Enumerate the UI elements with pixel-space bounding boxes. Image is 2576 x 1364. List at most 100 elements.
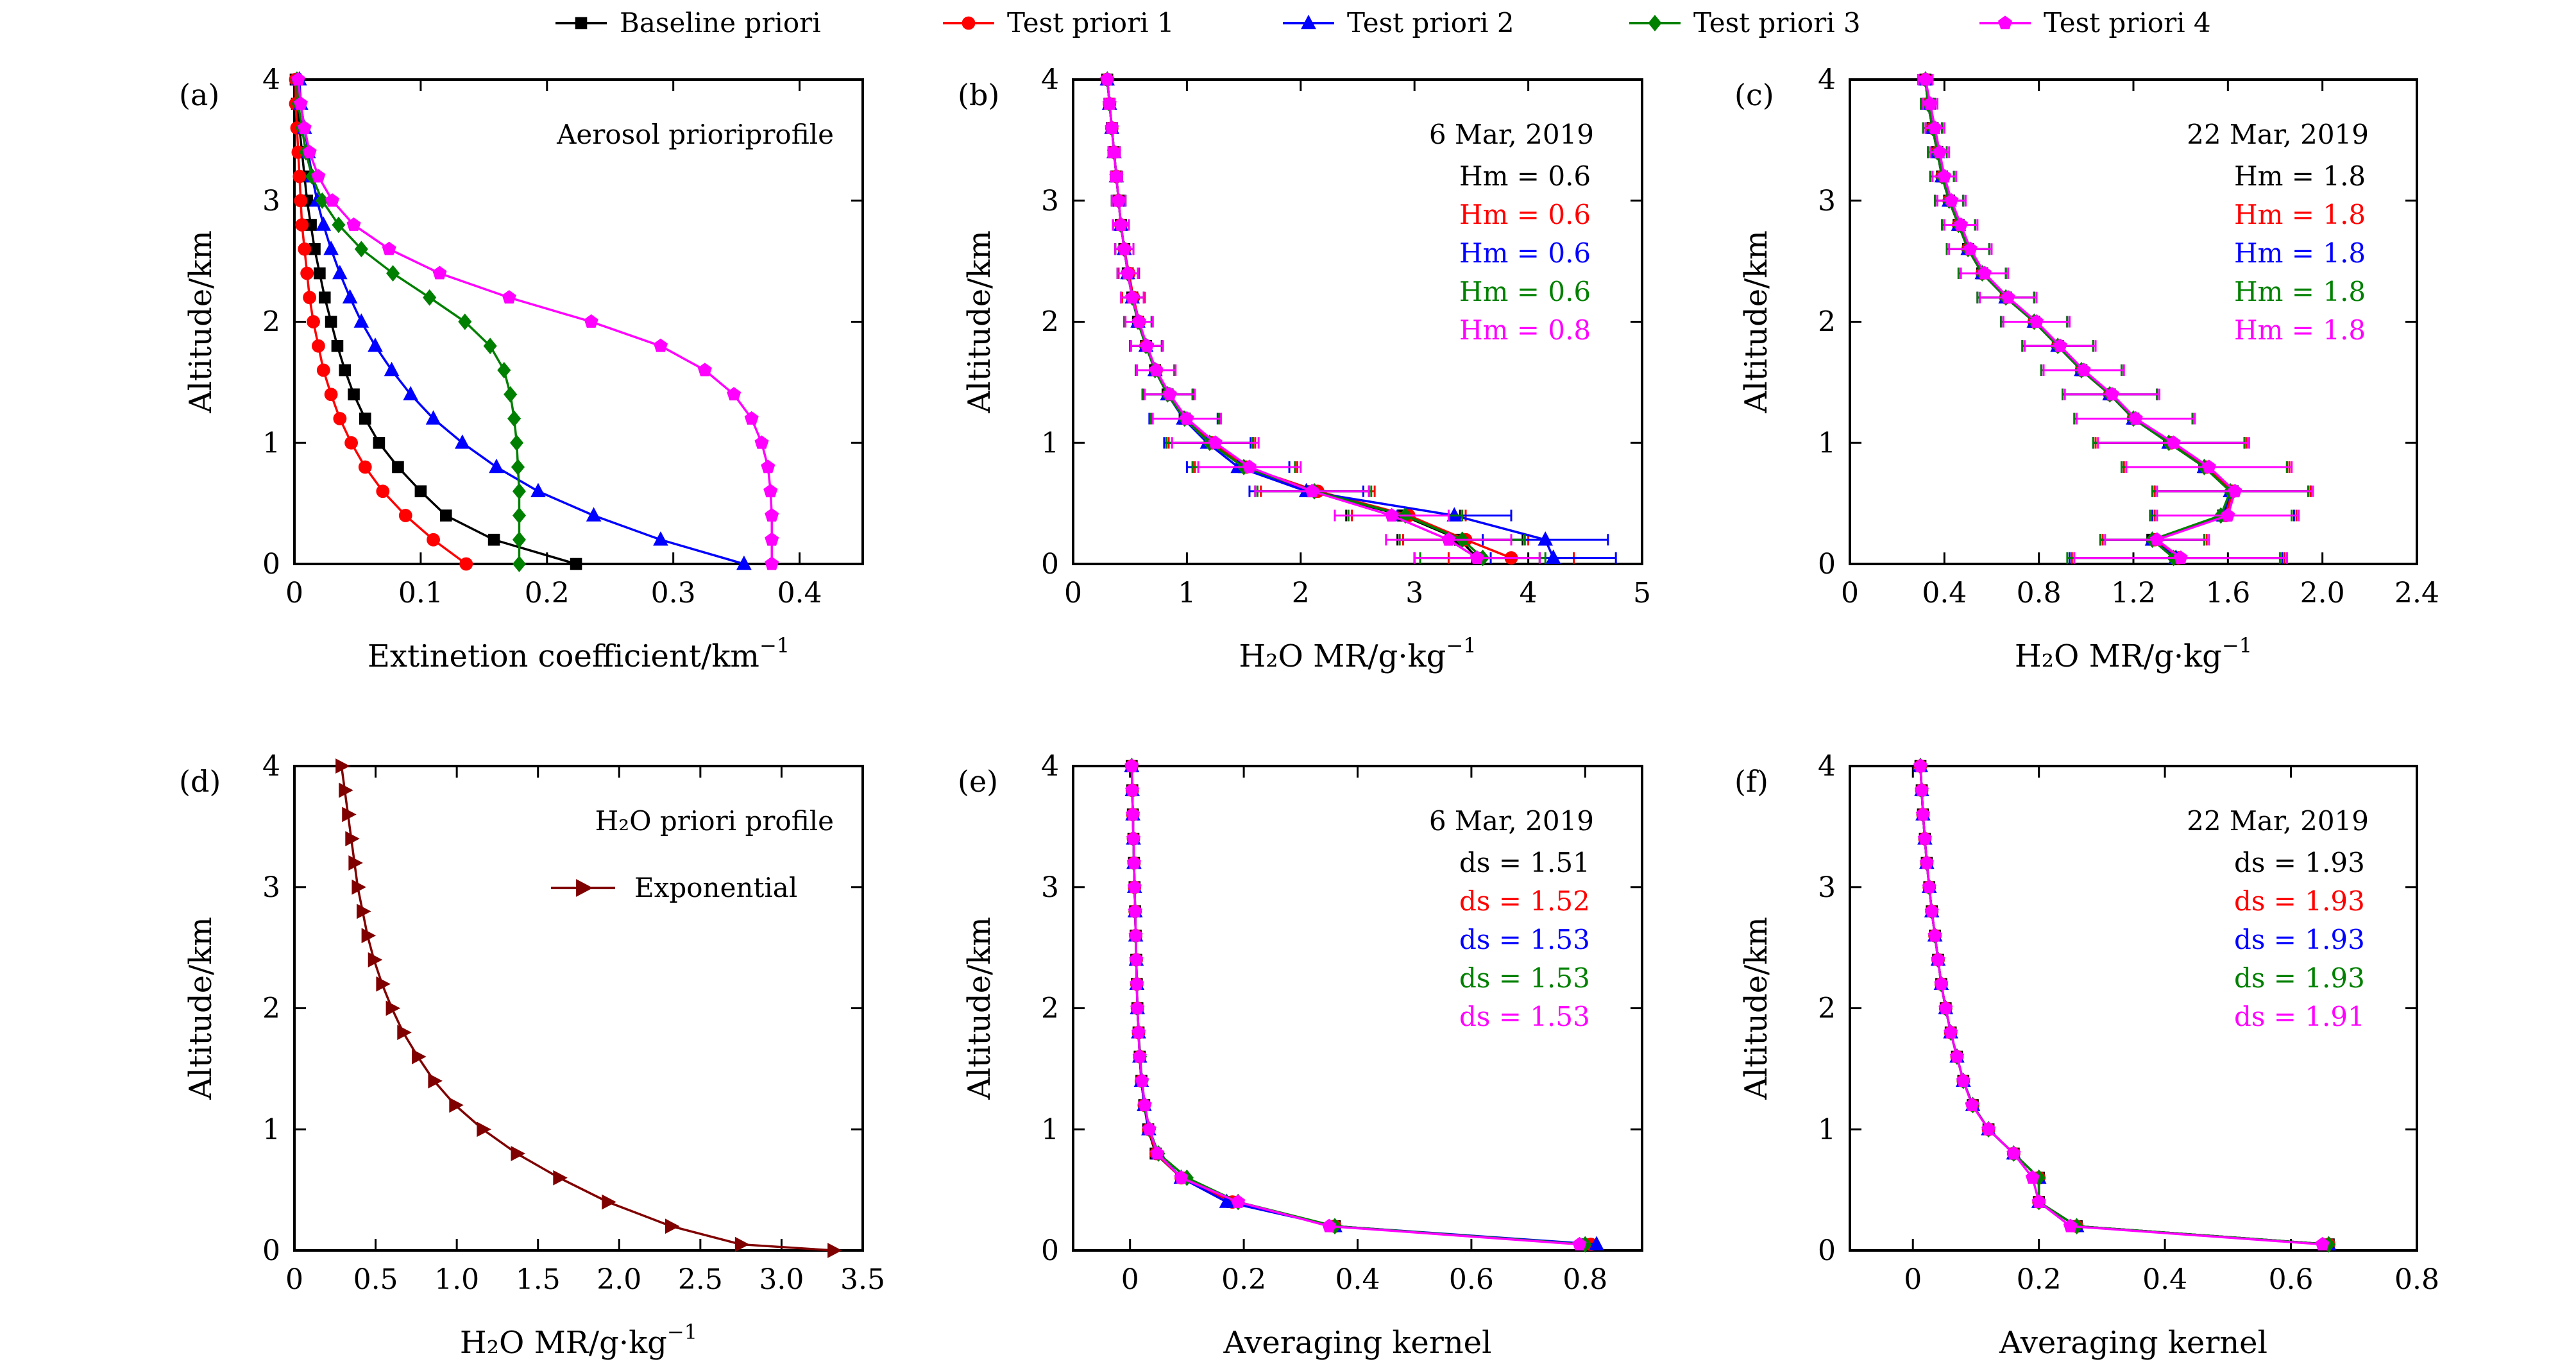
data-point: [1305, 484, 1319, 498]
data-point: [1150, 1146, 1165, 1160]
annotation-test1: Hm = 0.6: [1459, 199, 1591, 230]
data-point: [502, 290, 516, 304]
panel-title: 6 Mar, 2019: [1429, 119, 1594, 150]
data-point: [2166, 435, 2181, 449]
data-point: [331, 339, 344, 352]
x-tick-label: 2.4: [2394, 577, 2439, 610]
data-point: [348, 388, 360, 401]
x-tick-label: 0.2: [1221, 1263, 1266, 1296]
x-tick-label: 0.8: [1563, 1263, 1607, 1296]
data-point: [512, 507, 527, 524]
legend-label-exponential: Exponential: [634, 872, 797, 903]
y-tick-label: 0: [262, 548, 280, 581]
data-point: [439, 509, 452, 522]
data-point: [1931, 952, 1945, 966]
data-point: [432, 266, 447, 280]
data-point: [2076, 362, 2091, 377]
y-axis-label: Altitude/km: [962, 230, 997, 414]
y-tick-label: 1: [262, 1113, 280, 1146]
data-point: [697, 362, 712, 377]
x-axis-label: Averaging kernel: [1223, 1325, 1492, 1361]
legend-label: Test priori 3: [1693, 7, 1861, 38]
data-point: [1140, 338, 1155, 352]
data-point: [1932, 144, 1947, 158]
series-line: [1924, 79, 2234, 559]
annotation-test4: Hm = 0.8: [1459, 314, 1591, 346]
data-point: [489, 458, 504, 473]
data-point: [507, 410, 521, 427]
y-tick-label: 0: [1818, 1234, 1836, 1267]
series-line: [1924, 79, 2232, 559]
y-axis-label: Altitude/km: [1738, 230, 1774, 414]
x-axis-label-text: H₂O MR/g·kg: [1239, 638, 1446, 674]
x-tick-label: 0: [1064, 577, 1082, 610]
annotation-test1: ds = 1.93: [2234, 885, 2365, 917]
series-line: [1924, 79, 2237, 559]
data-point: [359, 413, 371, 425]
data-point: [570, 558, 582, 570]
data-point: [1162, 387, 1177, 401]
data-point: [483, 337, 497, 355]
data-point: [311, 169, 326, 183]
data-point: [765, 556, 779, 570]
y-tick-label: 3: [1818, 871, 1836, 904]
y-axis-label: Altitude/km: [1738, 917, 1774, 1100]
panel-title: 22 Mar, 2019: [2187, 119, 2369, 150]
data-point: [1965, 1097, 1979, 1111]
legend-item-test3: Test priori 3: [1629, 7, 1861, 38]
legend-label: Test priori 1: [1007, 7, 1174, 38]
series-test4: [1100, 72, 1541, 564]
x-tick-label: 0.4: [2142, 1263, 2187, 1296]
annotation-test3: ds = 1.53: [1459, 962, 1590, 994]
data-point: [348, 855, 363, 871]
x-tick-label: 0.2: [2017, 1263, 2062, 1296]
data-point: [1130, 1000, 1145, 1014]
data-point: [1114, 217, 1128, 231]
y-tick-label: 3: [1041, 871, 1059, 904]
data-point: [734, 1236, 750, 1252]
data-point: [754, 435, 769, 449]
y-tick-label: 4: [262, 64, 280, 96]
y-tick-label: 1: [1041, 427, 1059, 459]
data-point: [357, 903, 371, 919]
annotation-test4: ds = 1.91: [2234, 1001, 2365, 1032]
panel-1: 0 1 2 3 4 5 0 1 2 3 4 H₂O MR/g·kg−1 Altitude/km (b) 6 …: [958, 64, 1651, 674]
series-line: [340, 765, 834, 1252]
data-point: [1102, 96, 1117, 110]
annotation-baseline: Hm = 1.8: [2234, 160, 2366, 192]
data-point: [373, 436, 386, 449]
legend-item-test1: Test priori 1: [943, 7, 1174, 38]
y-tick-label: 4: [1818, 64, 1836, 96]
data-point: [1922, 880, 1936, 894]
data-point: [332, 216, 346, 234]
data-point: [586, 507, 602, 522]
x-axis-label: H₂O MR/g·kg−1: [2015, 633, 2252, 674]
data-point: [1131, 314, 1146, 328]
y-tick-label: 1: [1818, 1113, 1836, 1146]
data-point: [1589, 1236, 1604, 1250]
panel-0: 0 0.1 0.2 0.3 0.4 0 1 2 3 4 Extinetion coefficient…: [179, 64, 864, 674]
y-tick-label: 2: [1041, 993, 1059, 1025]
data-point: [361, 928, 377, 944]
data-point: [1384, 507, 1399, 522]
x-tick-label: 1.2: [2111, 577, 2156, 610]
data-point: [2025, 1170, 2040, 1184]
data-point: [1219, 1193, 1235, 1208]
x-tick-label: 1.5: [516, 1263, 561, 1296]
data-point: [1572, 1236, 1587, 1250]
data-point: [1149, 362, 1164, 377]
annotation-baseline: ds = 1.93: [2234, 847, 2365, 878]
x-tick-label: 0.4: [1335, 1263, 1380, 1296]
y-tick-label: 1: [262, 427, 280, 459]
data-point: [653, 531, 668, 546]
data-point: [318, 291, 331, 304]
data-point: [368, 337, 383, 352]
annotation-test2: Hm = 0.6: [1459, 237, 1591, 269]
data-point: [332, 264, 348, 280]
data-point: [1128, 903, 1142, 917]
data-point: [1126, 855, 1141, 869]
data-point: [1174, 1170, 1189, 1184]
data-point: [1538, 531, 1554, 546]
data-point: [736, 555, 752, 570]
data-point: [1132, 1049, 1147, 1063]
